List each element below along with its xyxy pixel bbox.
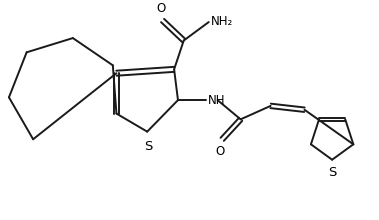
Text: O: O	[216, 145, 225, 158]
Text: O: O	[156, 2, 165, 15]
Text: S: S	[328, 166, 336, 179]
Text: S: S	[144, 140, 153, 153]
Text: NH₂: NH₂	[211, 15, 233, 28]
Text: NH: NH	[208, 94, 225, 107]
